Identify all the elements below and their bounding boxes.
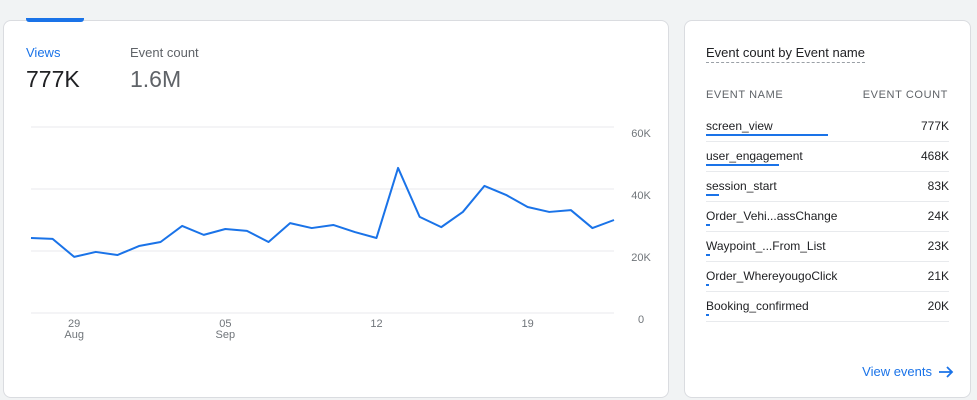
event-count: 21K [927,269,949,283]
x-tick-label: 12 [370,318,382,330]
column-header: EVENT COUNT [862,89,948,101]
event-name: Order_Vehi...assChange [706,209,838,223]
view-events-link[interactable]: View events [862,364,954,379]
event-count: 777K [920,119,949,133]
event-name: screen_view [706,119,773,133]
y-tick-label: 60K [631,128,651,140]
column-header: EVENT NAME [706,89,784,101]
table-title: Event count by Event name [706,45,865,63]
active-tab-indicator [26,18,84,22]
tab[interactable]: Event count 1.6M [130,45,199,93]
event-count: 24K [927,209,949,223]
y-tick-label: 0 [638,314,644,326]
x-tick-label: 05 Sep [216,318,236,341]
table-row: screen_view 777K [706,111,949,142]
event-name: Waypoint_...From_List [706,239,826,253]
table-row: user_engagement 468K [706,141,949,172]
tab-value: 777K [26,66,80,92]
x-tick-label: 29 Aug [64,318,84,341]
table-row: Order_WhereyougoClick 21K [706,261,949,292]
x-tick-label: 19 [522,318,534,330]
line-series [30,166,615,258]
event-name: session_start [706,179,777,193]
count-bar [706,134,828,136]
chart-card: Views 777K Event count 1.6M 0 20K 40K 60K 29… [3,18,669,398]
event-name: Booking_confirmed [706,299,809,313]
y-tick-label: 20K [631,252,651,264]
table-row: session_start 83K [706,171,949,202]
y-tick-label: 40K [631,190,651,202]
table-card: Event count by Event name EVENT NAME EVE… [684,20,971,398]
tab-label: Event count [130,45,199,60]
count-bar [706,164,780,166]
event-count: 468K [920,149,949,163]
count-bar [706,194,720,196]
event-name: user_engagement [706,149,803,163]
count-bar [706,314,710,316]
tab-label: Views [26,45,61,60]
tab-value: 1.6M [130,66,182,92]
chart: 0 20K 40K 60K 29 Aug 05 Sep 12 19 [30,126,651,341]
table-row: Booking_confirmed 20K [706,291,949,322]
link-text: View events [862,364,932,379]
count-bar [706,224,710,226]
event-name: Order_WhereyougoClick [706,269,838,283]
event-count: 23K [927,239,949,253]
event-count: 83K [927,179,949,193]
tab[interactable]: Views 777K [26,45,80,93]
count-bar [706,254,710,256]
table-row: Waypoint_...From_List 23K [706,231,949,262]
count-bar [706,284,710,286]
event-count: 20K [927,299,949,313]
arrow-icon [939,365,954,378]
table-row: Order_Vehi...assChange 24K [706,201,949,232]
